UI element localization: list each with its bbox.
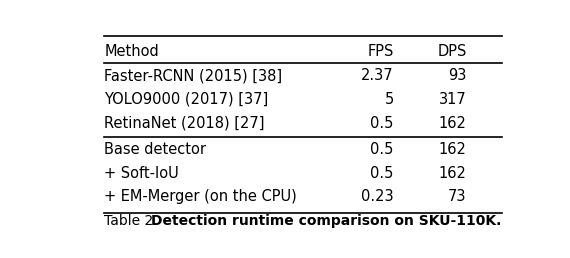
Text: 162: 162 — [439, 142, 467, 157]
Text: RetinaNet (2018) [27]: RetinaNet (2018) [27] — [104, 116, 265, 131]
Text: DPS: DPS — [437, 44, 467, 59]
Text: 162: 162 — [439, 116, 467, 131]
Text: 317: 317 — [439, 92, 467, 107]
Text: 0.5: 0.5 — [370, 116, 394, 131]
Text: Faster-RCNN (2015) [38]: Faster-RCNN (2015) [38] — [104, 68, 283, 83]
Text: YOLO9000 (2017) [37]: YOLO9000 (2017) [37] — [104, 92, 268, 107]
Text: 162: 162 — [439, 165, 467, 181]
Text: 0.23: 0.23 — [361, 189, 394, 204]
Text: 73: 73 — [448, 189, 467, 204]
Text: Base detector: Base detector — [104, 142, 206, 157]
Text: 93: 93 — [448, 68, 467, 83]
Text: Detection runtime comparison on SKU-110K.: Detection runtime comparison on SKU-110K… — [150, 214, 501, 228]
Text: Table 2.: Table 2. — [104, 214, 162, 228]
Text: 5: 5 — [385, 92, 394, 107]
Text: 0.5: 0.5 — [370, 142, 394, 157]
Text: FPS: FPS — [367, 44, 394, 59]
Text: + Soft-IoU: + Soft-IoU — [104, 165, 179, 181]
Text: 2.37: 2.37 — [361, 68, 394, 83]
Text: + EM-Merger (on the CPU): + EM-Merger (on the CPU) — [104, 189, 297, 204]
Text: Method: Method — [104, 44, 159, 59]
Text: 0.5: 0.5 — [370, 165, 394, 181]
